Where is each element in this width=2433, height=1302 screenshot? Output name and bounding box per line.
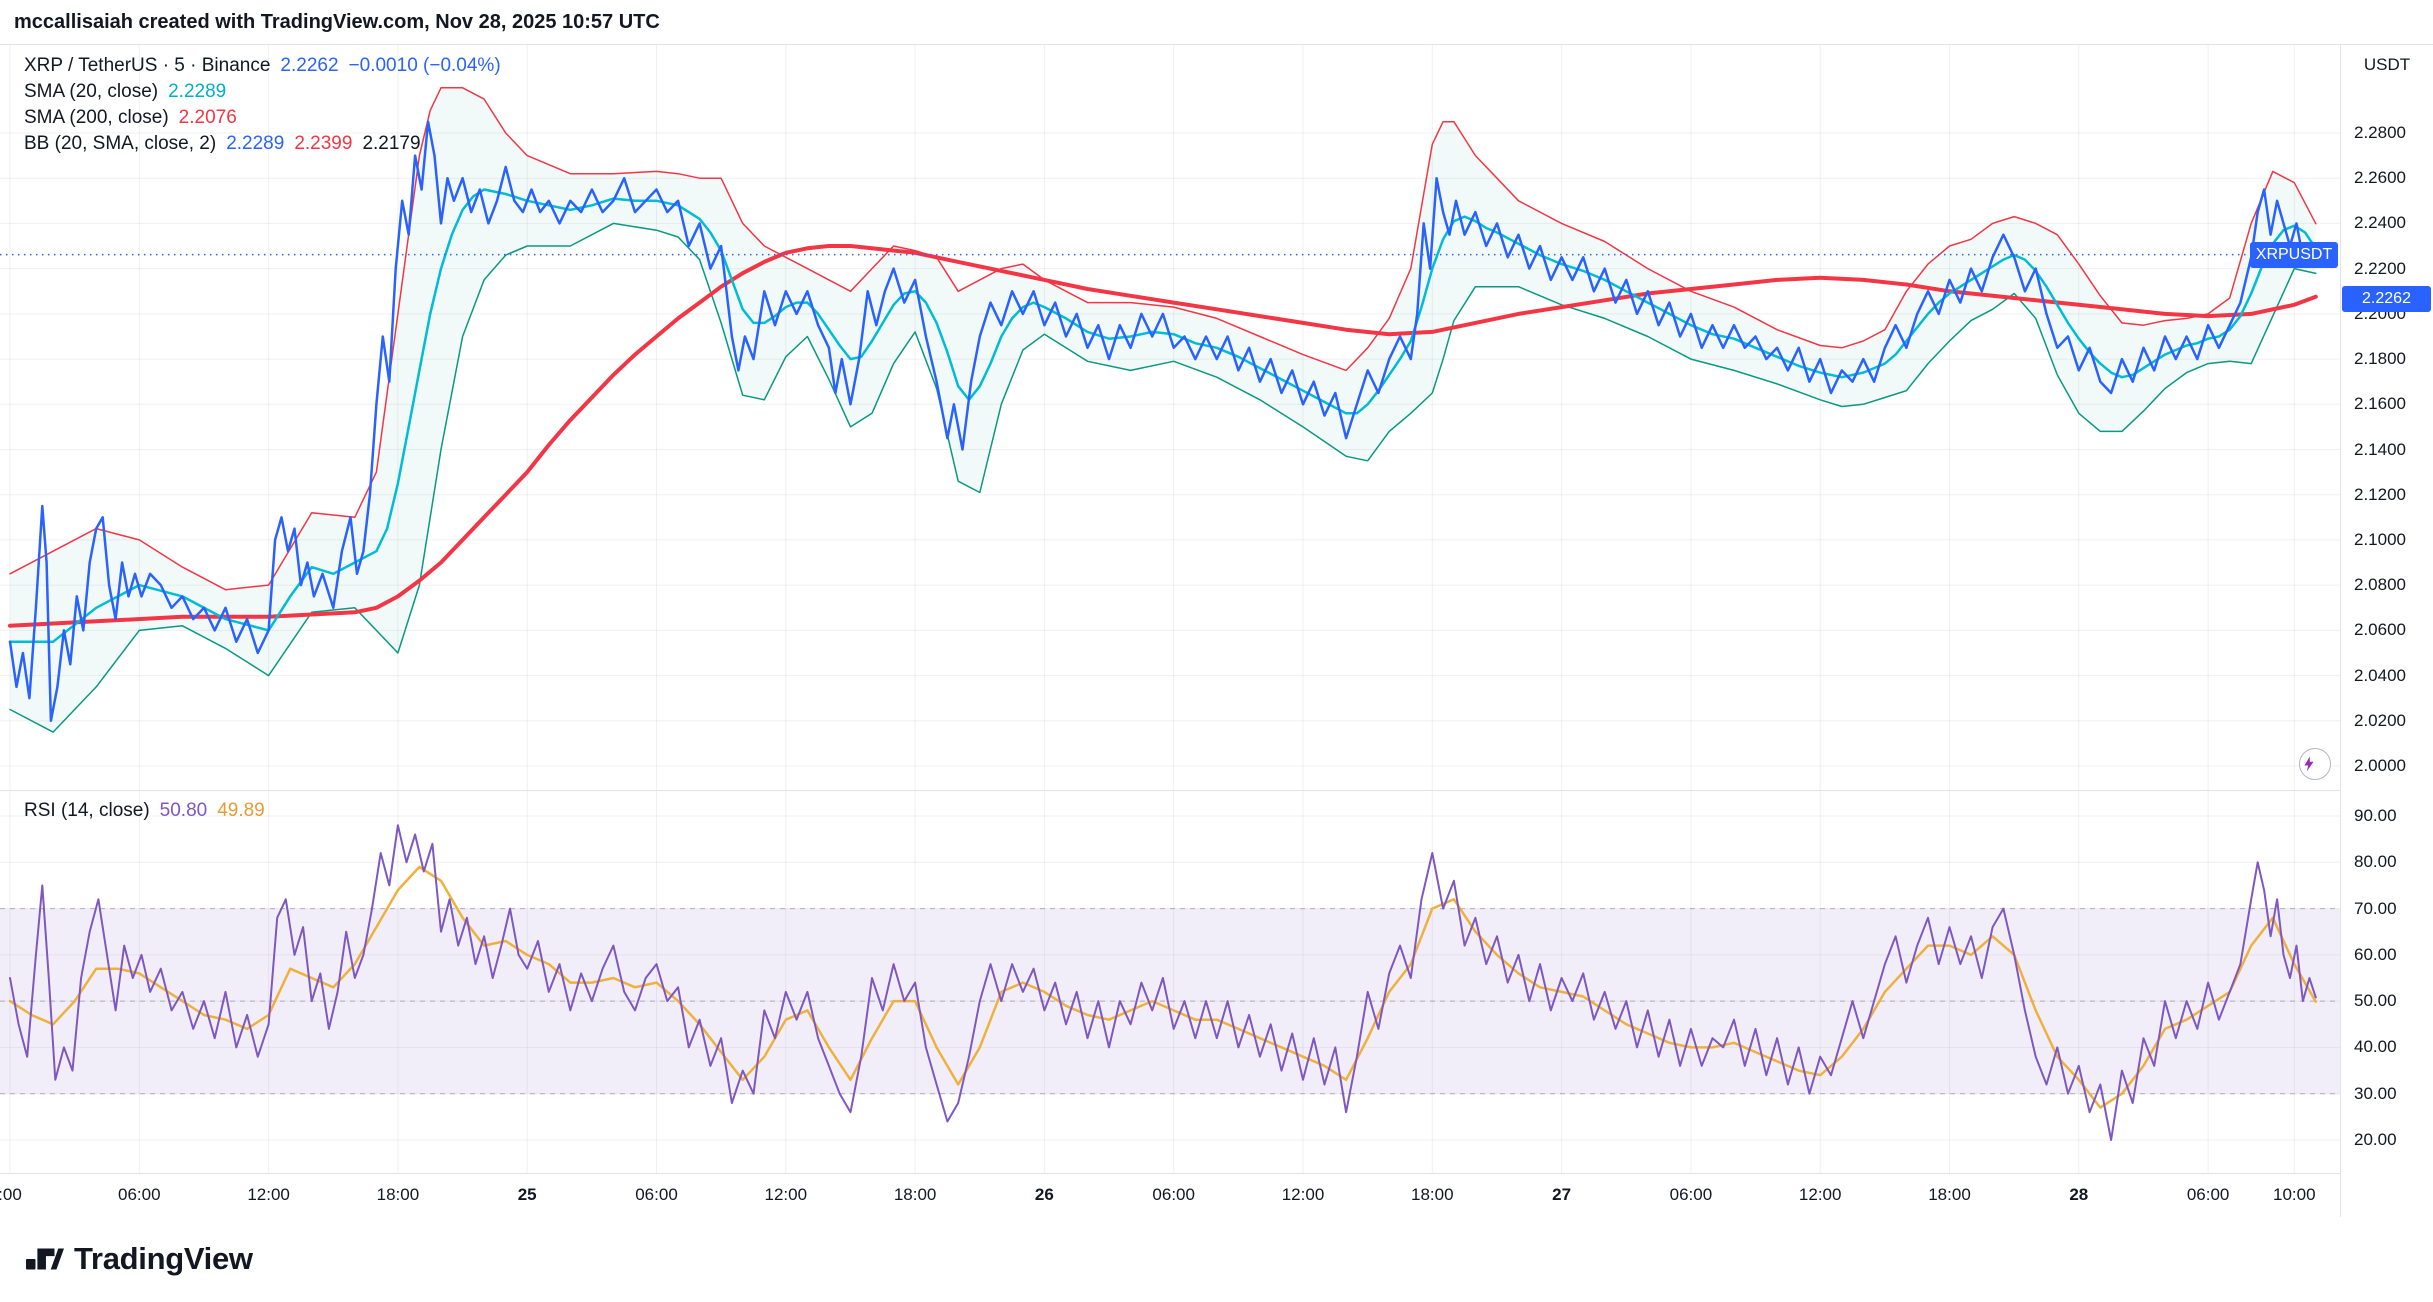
market-status-button[interactable] <box>2299 748 2331 780</box>
time-tick-label: 18:00 <box>1411 1185 1454 1204</box>
price-tick-label: 2.0800 <box>2354 575 2406 595</box>
close-line <box>8 120 2318 723</box>
tradingview-logo[interactable]: TradingView <box>26 1241 253 1277</box>
symbol-legend-row[interactable]: XRP / TetherUS · 5 · Binance 2.2262 −0.0… <box>24 53 501 79</box>
footer: TradingView <box>0 1216 2433 1302</box>
bb-label: BB (20, SMA, close, 2) <box>24 133 217 154</box>
price-tick-label: 2.1000 <box>2354 529 2406 549</box>
rsi-tick-label: 80.00 <box>2354 852 2397 872</box>
rsi-value: 50.80 <box>159 800 208 821</box>
sma-200-line <box>8 244 2318 628</box>
time-axis[interactable]: :00 06:00 12:00 18:00 25 06:00 12:00 18:00 26 06:… <box>0 1173 2433 1217</box>
time-tick-label: 06:00 <box>2186 1185 2230 1204</box>
time-tick-label: 12:00 <box>247 1185 290 1204</box>
sma20-label: SMA (20, close) <box>24 81 159 102</box>
current-price-chip: 2.2262 <box>2342 285 2431 312</box>
price-axis[interactable]: USDT 2.2800 2.2600 2.2400 2.2200 2.2000 2.180… <box>2340 45 2433 1217</box>
lightning-icon <box>2304 756 2314 772</box>
time-tick-label: 27 <box>1552 1185 1572 1204</box>
price-tick-label: 2.2600 <box>2354 168 2406 188</box>
price-tick-label: 2.0600 <box>2354 620 2406 640</box>
rsi-label: RSI (14, close) <box>24 800 150 821</box>
bb-upper-value: 2.2399 <box>294 133 353 154</box>
sma20-value: 2.2289 <box>168 81 227 102</box>
price-tick-label: 2.1200 <box>2354 484 2406 504</box>
axis-currency-label: USDT <box>2363 55 2411 74</box>
rsi-based-ma-line <box>8 865 2318 1109</box>
rsi-tick-label: 20.00 <box>2354 1130 2397 1149</box>
pane-separator[interactable] <box>0 790 2433 791</box>
rsi-line <box>9 824 2317 1141</box>
bb-lower-line <box>9 222 2317 733</box>
bb-upper-line <box>9 87 2317 591</box>
main-legend: XRP / TetherUS · 5 · Binance 2.2262 −0.0… <box>24 53 501 157</box>
time-tick-label: 06:00 <box>635 1185 678 1204</box>
rsi-tick-label: 60.00 <box>2354 944 2397 964</box>
bb-lower-value: 2.2179 <box>362 133 421 154</box>
price-tick-label: 2.0400 <box>2354 665 2406 685</box>
rsi-ma-value: 49.89 <box>217 800 265 821</box>
time-tick-label: 12:00 <box>1798 1185 1842 1204</box>
bb-legend-row[interactable]: BB (20, SMA, close, 2) 2.2289 2.2399 2.2… <box>24 131 501 157</box>
rsi-tick-label: 90.00 <box>2354 805 2397 825</box>
price-change-value: −0.0010 (−0.04%) <box>348 55 501 76</box>
bb-basis-value: 2.2289 <box>226 133 285 154</box>
time-tick-label: 12:00 <box>1281 1185 1325 1204</box>
price-tick-label: 2.2800 <box>2354 123 2406 142</box>
tradingview-wordmark: TradingView <box>74 1241 253 1276</box>
time-tick-label: 25 <box>517 1185 537 1204</box>
attribution-bar: mccallisaiah created with TradingView.co… <box>0 0 2433 44</box>
symbol-price-chip: XRPUSDT <box>2250 241 2338 268</box>
rsi-tick-label: 40.00 <box>2354 1037 2397 1057</box>
price-tick-label: 2.0000 <box>2354 756 2406 775</box>
rsi-pane[interactable] <box>0 790 2340 1173</box>
time-tick-label: 10:00 <box>2273 1185 2316 1204</box>
time-tick-label: 18:00 <box>376 1185 420 1204</box>
sma200-label: SMA (200, close) <box>24 107 169 128</box>
symbol-title: XRP / TetherUS · 5 · Binance <box>24 55 271 76</box>
attribution-text: mccallisaiah created with TradingView.co… <box>14 10 660 33</box>
chart-area[interactable]: XRP / TetherUS · 5 · Binance 2.2262 −0.0… <box>0 44 2433 1217</box>
last-price-value: 2.2262 <box>280 55 339 76</box>
time-tick-label: 18:00 <box>893 1185 937 1204</box>
price-tick-label: 2.1400 <box>2354 439 2406 459</box>
price-tick-label: 2.1800 <box>2354 349 2406 369</box>
rsi-tick-label: 70.00 <box>2354 898 2397 918</box>
price-tick-label: 2.0200 <box>2354 710 2406 730</box>
time-tick-label: 06:00 <box>1669 1185 1713 1204</box>
rsi-tick-label: 50.00 <box>2354 991 2397 1011</box>
price-tick-label: 2.2200 <box>2354 258 2406 278</box>
time-tick-label: :00 <box>0 1185 22 1204</box>
tradingview-logo-mark-icon <box>26 1242 64 1276</box>
rsi-legend-row[interactable]: RSI (14, close) 50.80 49.89 <box>24 799 265 823</box>
time-tick-label: 06:00 <box>1152 1185 1195 1204</box>
sma200-legend-row[interactable]: SMA (200, close) 2.2076 <box>24 105 501 131</box>
time-tick-label: 18:00 <box>1928 1185 1971 1204</box>
rsi-tick-label: 30.00 <box>2354 1083 2397 1103</box>
time-tick-label: 12:00 <box>764 1185 808 1204</box>
sma200-value: 2.2076 <box>178 107 237 128</box>
price-tick-label: 2.1600 <box>2354 394 2406 414</box>
price-tick-label: 2.2400 <box>2354 213 2406 233</box>
bollinger-fill <box>10 87 2316 733</box>
sma20-legend-row[interactable]: SMA (20, close) 2.2289 <box>24 79 501 105</box>
price-pane[interactable] <box>0 45 2340 790</box>
time-tick-label: 28 <box>2069 1185 2089 1204</box>
time-tick-label: 26 <box>1034 1185 1054 1204</box>
time-tick-label: 06:00 <box>118 1185 161 1204</box>
